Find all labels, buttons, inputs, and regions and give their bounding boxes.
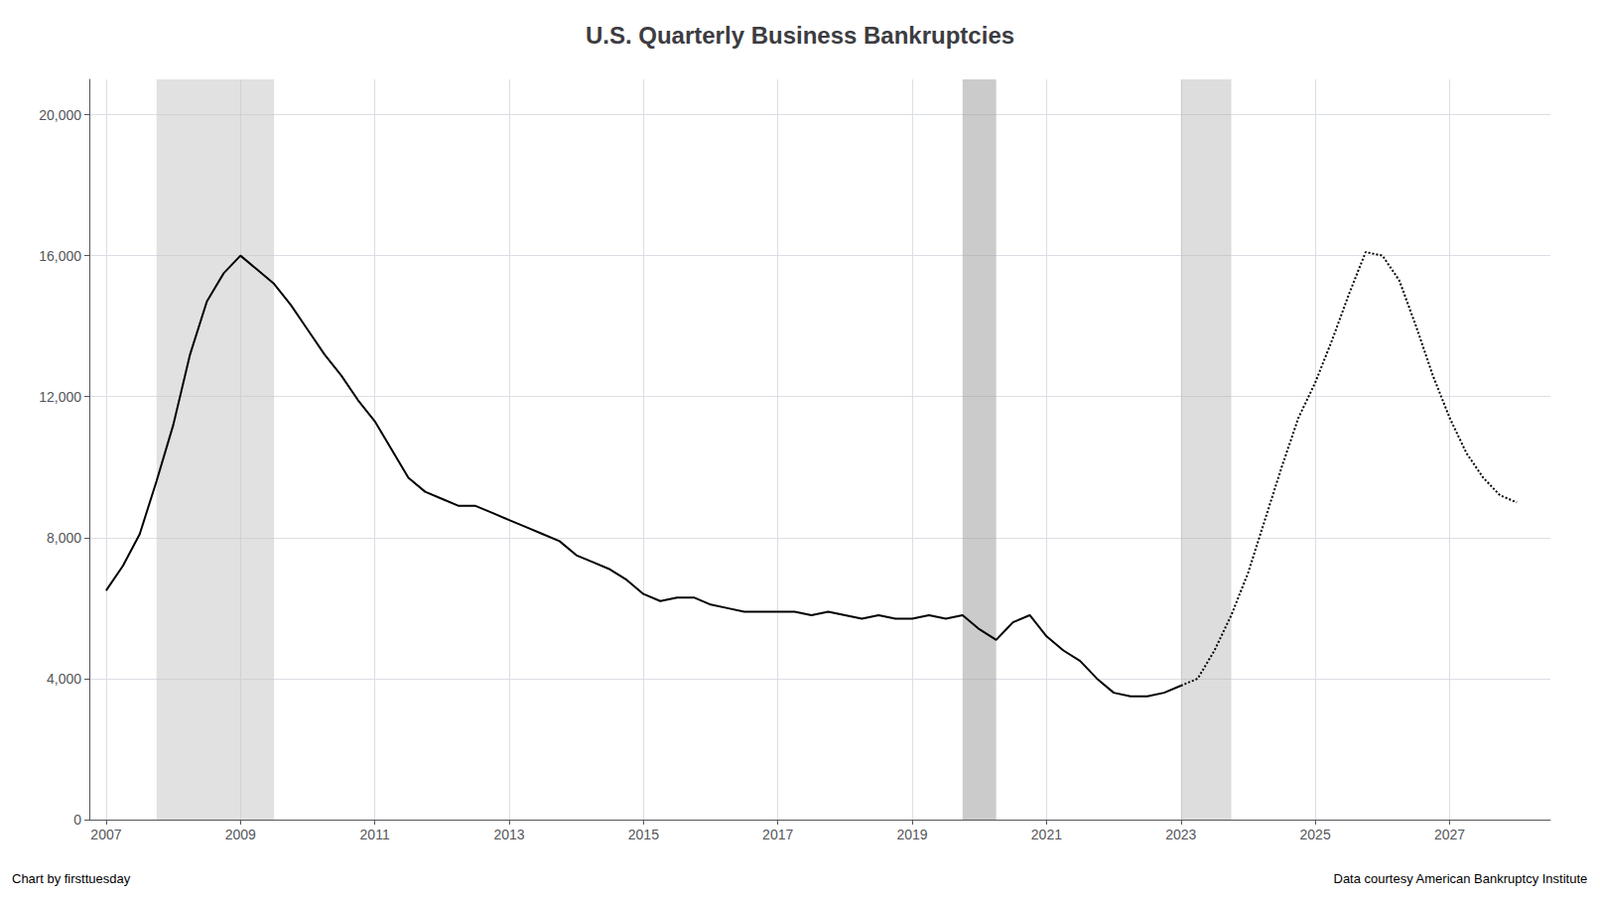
svg-text:2009: 2009: [225, 826, 257, 843]
svg-text:2015: 2015: [628, 826, 660, 843]
svg-text:2011: 2011: [360, 826, 391, 843]
svg-text:2017: 2017: [762, 826, 794, 843]
svg-text:4,000: 4,000: [46, 670, 82, 687]
svg-text:U.S. Quarterly Business Bankru: U.S. Quarterly Business Bankruptcies: [585, 21, 1015, 49]
svg-text:2013: 2013: [493, 826, 525, 843]
svg-text:8,000: 8,000: [46, 530, 82, 546]
svg-text:0: 0: [73, 811, 82, 828]
svg-text:2023: 2023: [1165, 826, 1197, 843]
svg-text:16,000: 16,000: [38, 248, 82, 265]
svg-text:Data courtesy American Bankrup: Data courtesy American Bankruptcy Instit…: [1333, 871, 1588, 887]
svg-text:2019: 2019: [896, 826, 928, 843]
svg-text:12,000: 12,000: [38, 389, 82, 405]
svg-text:2025: 2025: [1300, 826, 1332, 843]
svg-text:Chart by firsttuesday: Chart by firsttuesday: [11, 871, 132, 887]
svg-text:2021: 2021: [1031, 826, 1063, 843]
svg-text:2007: 2007: [90, 826, 122, 843]
svg-text:2027: 2027: [1434, 826, 1466, 843]
svg-text:20,000: 20,000: [38, 107, 82, 124]
